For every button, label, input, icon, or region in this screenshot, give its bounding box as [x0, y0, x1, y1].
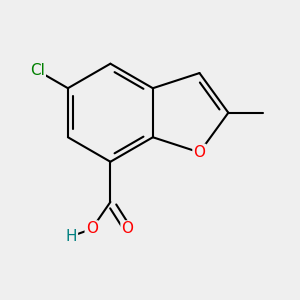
Text: Cl: Cl [30, 63, 45, 78]
Text: O: O [86, 221, 98, 236]
Text: H: H [65, 229, 77, 244]
Text: O: O [122, 221, 134, 236]
Text: O: O [194, 145, 206, 160]
